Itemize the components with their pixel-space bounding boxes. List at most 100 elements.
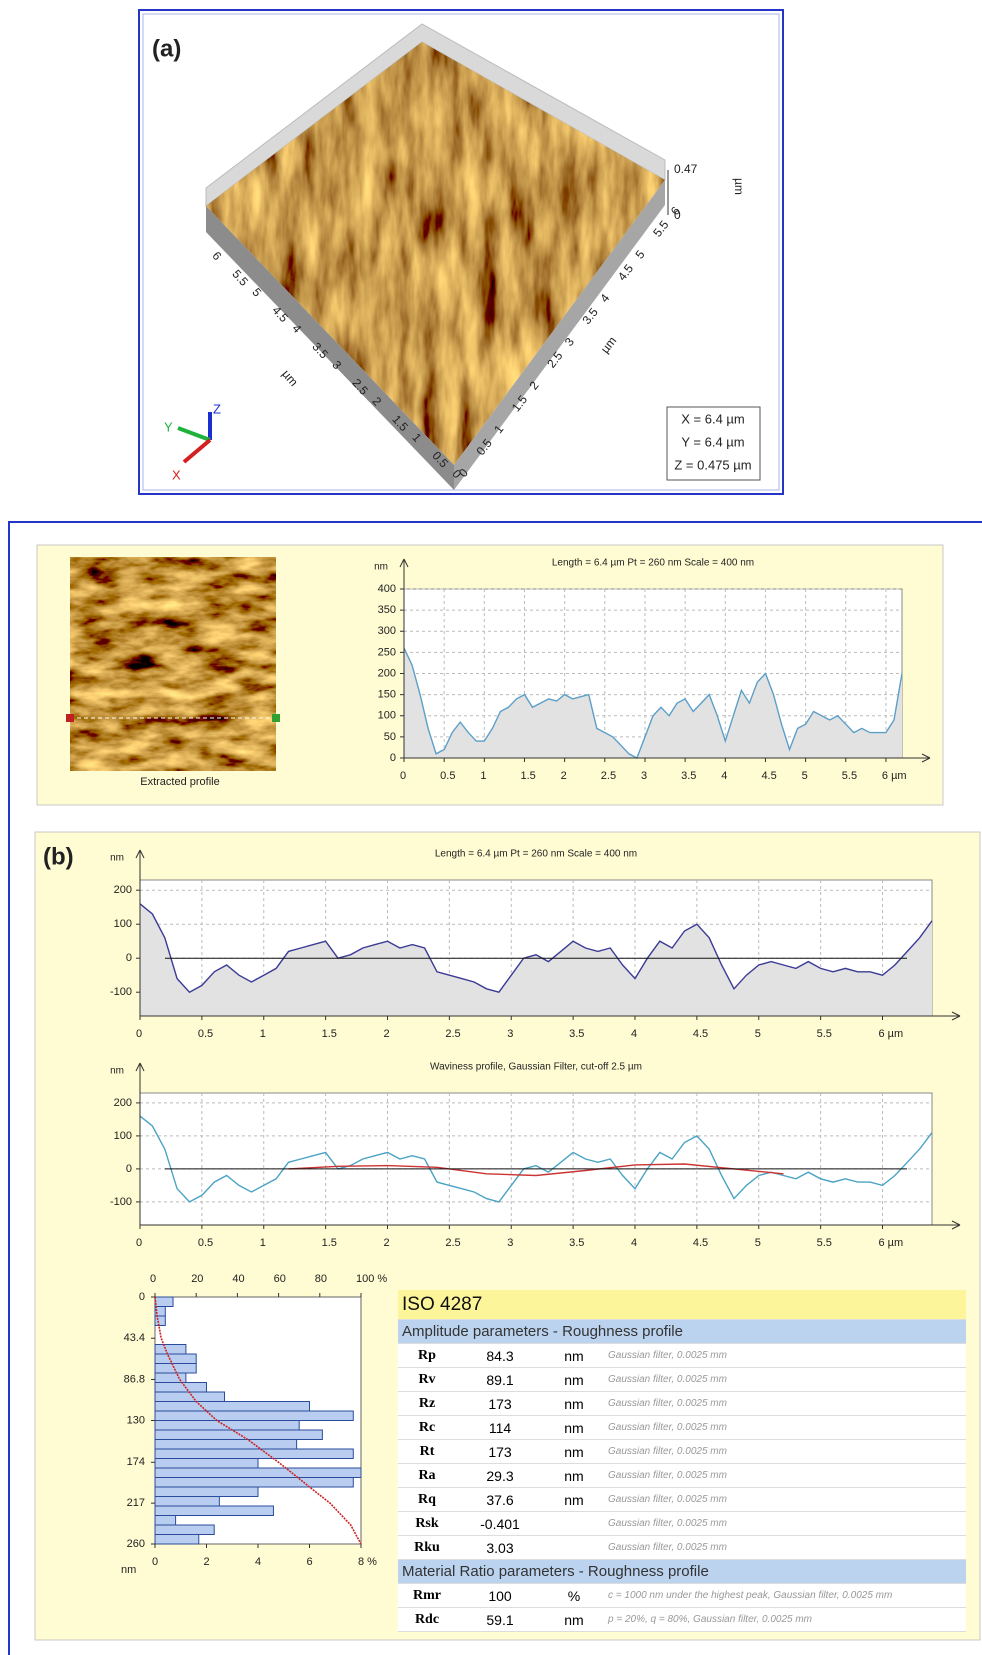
x-tick-label: 2.5 <box>445 1237 460 1249</box>
y-tick-label: 200 <box>378 667 396 679</box>
table-cell: Rz <box>398 1392 456 1416</box>
y-tick-label: 0 <box>126 1163 132 1175</box>
x-tick-label: 3 <box>507 1028 513 1040</box>
y-tick-label: -100 <box>110 1196 132 1208</box>
chart-title: Length = 6.4 µm Pt = 260 nm Scale = 400 … <box>435 849 637 860</box>
table-cell: p = 20%, q = 80%, Gaussian filter, 0.002… <box>604 1608 966 1632</box>
x-tick-label: 6 µm <box>879 1028 904 1040</box>
table-cell: Amplitude parameters - Roughness profile <box>398 1320 966 1344</box>
table-cell: -0.401 <box>456 1512 544 1536</box>
bar <box>155 1297 173 1307</box>
x-tick-label: 8 % <box>358 1556 377 1568</box>
table-cell: 59.1 <box>456 1608 544 1632</box>
table-cell: 89.1 <box>456 1368 544 1392</box>
table-cell: Rdc <box>398 1608 456 1632</box>
x-tick-label: 2 <box>384 1028 390 1040</box>
x-tick-label: 5 <box>755 1237 761 1249</box>
chart-title: Waviness profile, Gaussian Filter, cut-o… <box>430 1062 642 1073</box>
bar <box>155 1449 353 1459</box>
x-tick-label: 1.5 <box>322 1237 337 1249</box>
bar <box>155 1411 353 1421</box>
table-cell: Rv <box>398 1368 456 1392</box>
y-tick-label: 50 <box>384 731 396 743</box>
panel-label: (a) <box>152 35 181 62</box>
x-tick-label: 0.5 <box>198 1028 213 1040</box>
table-cell: 173 <box>456 1392 544 1416</box>
bar <box>155 1516 176 1526</box>
y-tick-label: 200 <box>114 1097 132 1109</box>
table-cell: Gaussian filter, 0.0025 mm <box>604 1464 966 1488</box>
x-tick-label: 6 µm <box>879 1237 904 1249</box>
image-caption: Extracted profile <box>140 776 219 788</box>
x-tick-label: 0 <box>400 770 406 782</box>
table-cell: Gaussian filter, 0.0025 mm <box>604 1368 966 1392</box>
profile-end <box>272 714 280 722</box>
x-tick-label: 3.5 <box>681 770 696 782</box>
table-cell: nm <box>544 1608 604 1632</box>
y-tick-label: 200 <box>114 884 132 896</box>
x-tick-label: 4 <box>631 1237 637 1249</box>
x-tick-label: 2.5 <box>601 770 616 782</box>
x-tick-label: 4 <box>255 1556 261 1568</box>
x-tick-label: 0.5 <box>440 770 455 782</box>
y-tick-label: 100 <box>378 710 396 722</box>
y-tick-label: 0 <box>390 752 396 764</box>
x-tick-label: 2 <box>561 770 567 782</box>
y-tick-label: 250 <box>378 646 396 658</box>
table-cell: Gaussian filter, 0.0025 mm <box>604 1512 966 1536</box>
bar <box>155 1497 219 1507</box>
table-cell: Rt <box>398 1440 456 1464</box>
dimension: X = 6.4 µm <box>681 411 745 426</box>
x-tick-label: 3.5 <box>569 1028 584 1040</box>
bar <box>155 1421 299 1431</box>
dimension: Y = 6.4 µm <box>681 434 744 449</box>
bar <box>155 1487 258 1497</box>
table-cell: nm <box>544 1464 604 1488</box>
triad-z-label: Z <box>213 401 221 416</box>
y-tick-label: 150 <box>378 689 396 701</box>
table-row: ISO 4287 <box>398 1290 966 1320</box>
table-row: Rt173nmGaussian filter, 0.0025 mm <box>398 1440 966 1464</box>
x-tick-label: 4 <box>721 770 727 782</box>
table-cell <box>544 1512 604 1536</box>
table-cell: 37.6 <box>456 1488 544 1512</box>
bar <box>155 1402 310 1412</box>
table-cell: 3.03 <box>456 1536 544 1560</box>
table-cell: nm <box>544 1368 604 1392</box>
bar <box>155 1392 225 1402</box>
z-unit: µm <box>732 178 746 195</box>
x-tick-label: 4.5 <box>761 770 776 782</box>
y-tick-label: 260 <box>127 1538 145 1550</box>
table-cell: Ra <box>398 1464 456 1488</box>
table-cell: Gaussian filter, 0.0025 mm <box>604 1392 966 1416</box>
bar <box>155 1506 273 1516</box>
x-tick-label: 0 <box>136 1028 142 1040</box>
table-cell: nm <box>544 1440 604 1464</box>
bar <box>155 1468 361 1478</box>
y-tick-label: 0 <box>126 952 132 964</box>
y-tick-label: -100 <box>110 986 132 998</box>
table-cell: nm <box>544 1344 604 1368</box>
x-tick-label: 1.5 <box>322 1028 337 1040</box>
x-tick-label: 5.5 <box>817 1237 832 1249</box>
y-tick-label: 43.4 <box>124 1332 145 1344</box>
table-cell: c = 1000 nm under the highest peak, Gaus… <box>604 1584 966 1608</box>
bar <box>155 1373 186 1383</box>
x2-tick-label: 80 <box>315 1273 327 1285</box>
table-cell: Gaussian filter, 0.0025 mm <box>604 1416 966 1440</box>
y-axis-label: nm <box>374 562 388 573</box>
triad-x-label: X <box>172 467 181 482</box>
x-tick-label: 5 <box>755 1028 761 1040</box>
table-cell <box>544 1536 604 1560</box>
dimension: Z = 0.475 µm <box>674 457 751 472</box>
x-tick-label: 1 <box>260 1028 266 1040</box>
y-tick-label: 350 <box>378 604 396 616</box>
afm-image <box>70 557 276 771</box>
y-tick-label: 300 <box>378 625 396 637</box>
table-cell: Rp <box>398 1344 456 1368</box>
